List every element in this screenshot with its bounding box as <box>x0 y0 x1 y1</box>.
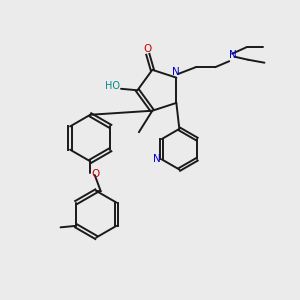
Text: HO: HO <box>105 81 120 92</box>
Text: N: N <box>152 154 160 164</box>
Text: O: O <box>144 44 152 54</box>
Text: O: O <box>92 169 100 179</box>
Text: N: N <box>229 50 236 60</box>
Text: N: N <box>172 67 180 77</box>
